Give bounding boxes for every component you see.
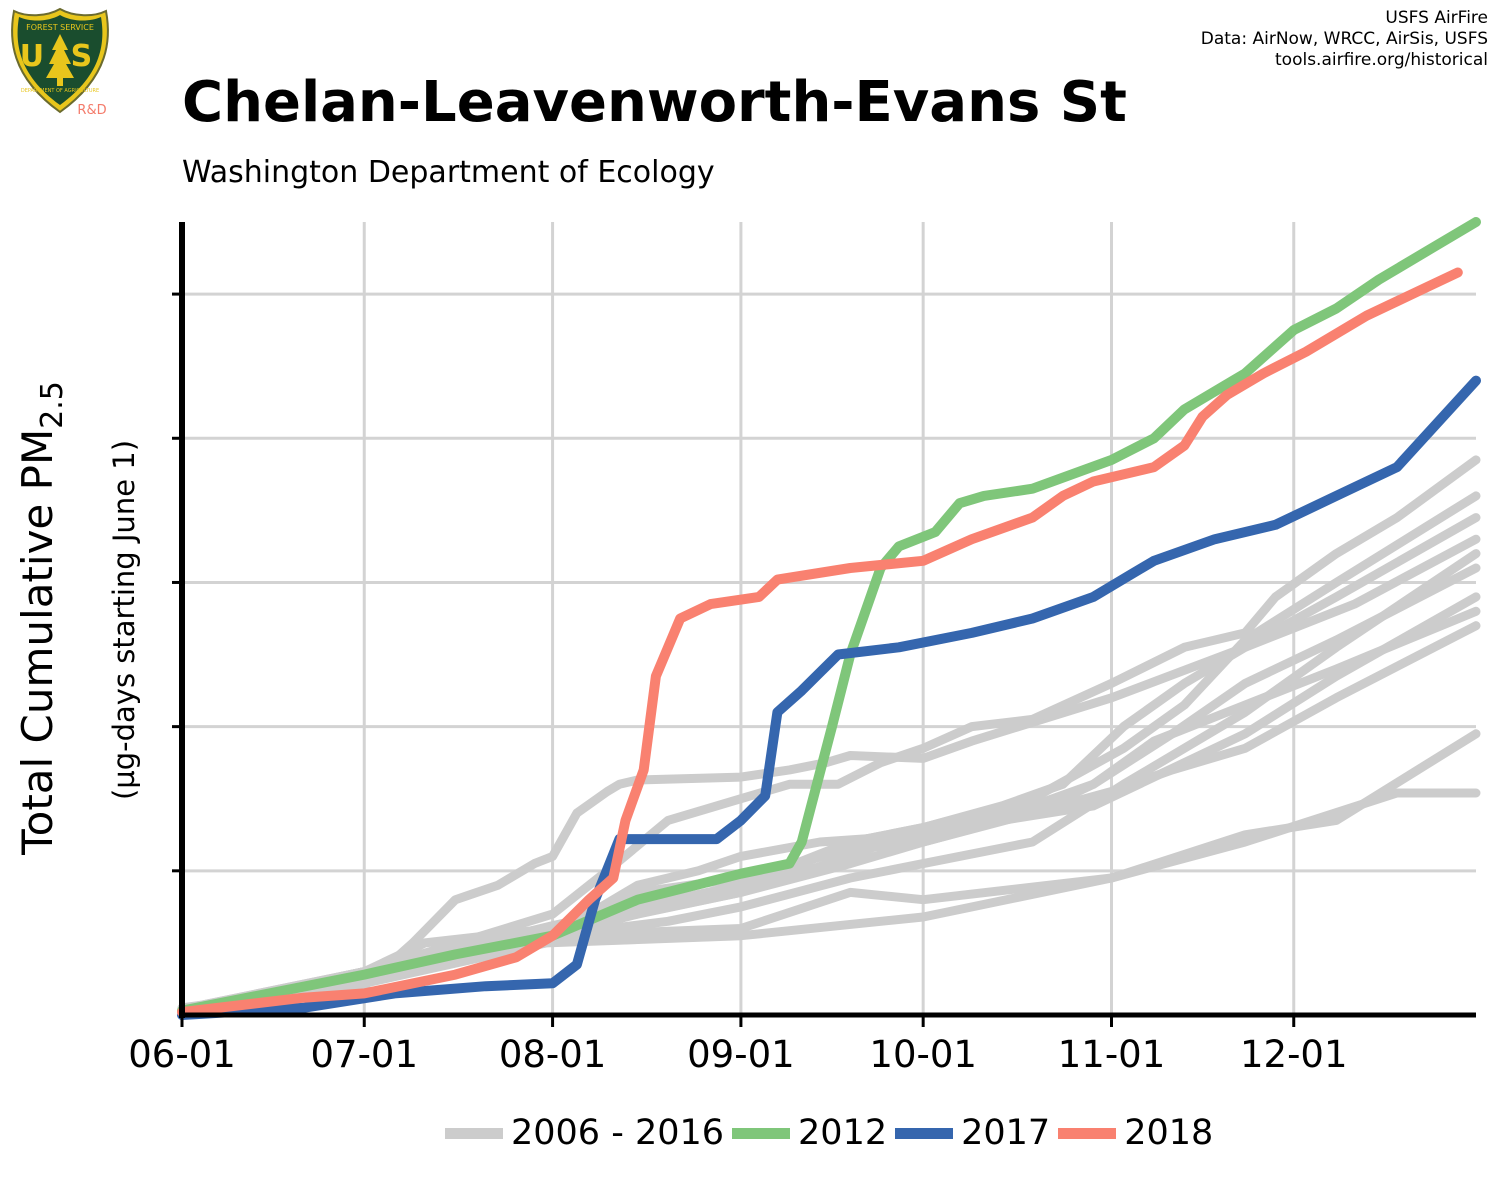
x-tick-label: 08-01 [499,1033,607,1076]
y-axis-title: Total Cumulative PM2.5 [13,381,70,856]
credit-line: Data: AirNow, WRCC, AirSis, USFS [1200,29,1488,49]
tree-icon [46,34,74,78]
legend-swatch [445,1127,503,1139]
credits: USFS AirFire Data: AirNow, WRCC, AirSis,… [1201,8,1488,71]
x-tick-label: 10-01 [869,1033,977,1076]
legend-item: 2012 [732,1113,887,1153]
x-tick-label: 07-01 [310,1033,418,1076]
legend-label: 2012 [798,1113,888,1153]
y-axis-note: (µg-days starting June 1) [107,440,141,800]
credit-line: USFS AirFire [1385,8,1488,28]
legend-swatch [895,1127,954,1139]
chart-subtitle: Washington Department of Ecology [182,155,715,190]
logo-badge: R&D [77,103,106,118]
legend-item: 2006 - 2016 [445,1113,724,1153]
logo-top-text: FOREST SERVICE [26,23,94,32]
x-tick-label: 09-01 [687,1033,795,1076]
forest-service-logo: FOREST SERVICE U S DEPARTMENT OF AGRICUL… [11,7,109,118]
legend-item: 2018 [1058,1113,1213,1153]
series-line-2018 [177,267,1463,1018]
legend: 2006 - 2016 2012 2017 2018 [0,1113,1500,1157]
series-line-2017 [177,375,1481,1020]
legend-item: 2017 [895,1113,1050,1153]
legend-items: 2006 - 2016 2012 2017 2018 [445,1113,1221,1153]
legend-swatch [1058,1127,1117,1139]
series-line-historical [177,534,1481,1014]
series-line-historical [177,491,1481,1014]
chart-title: Chelan-Leavenworth-Evans St [182,70,1127,135]
credit-line: tools.airfire.org/historical [1275,50,1488,70]
cumulative-pm25-chart: 06-01 07-01 08-01 09-01 10-01 11-01 12-01 Total… [13,217,1481,1076]
logo-bottom-text: DEPARTMENT OF AGRICULTURE [21,88,99,94]
legend-label: 2017 [961,1113,1051,1153]
series-line-2012 [177,217,1481,1016]
x-tick-label: 12-01 [1240,1033,1348,1076]
legend-label: 2006 - 2016 [511,1113,725,1153]
x-tick-label: 06-01 [128,1033,236,1076]
series-line-historical [177,606,1481,1016]
legend-label: 2018 [1124,1113,1214,1153]
x-tick-label: 11-01 [1058,1033,1166,1076]
legend-swatch [732,1127,791,1139]
